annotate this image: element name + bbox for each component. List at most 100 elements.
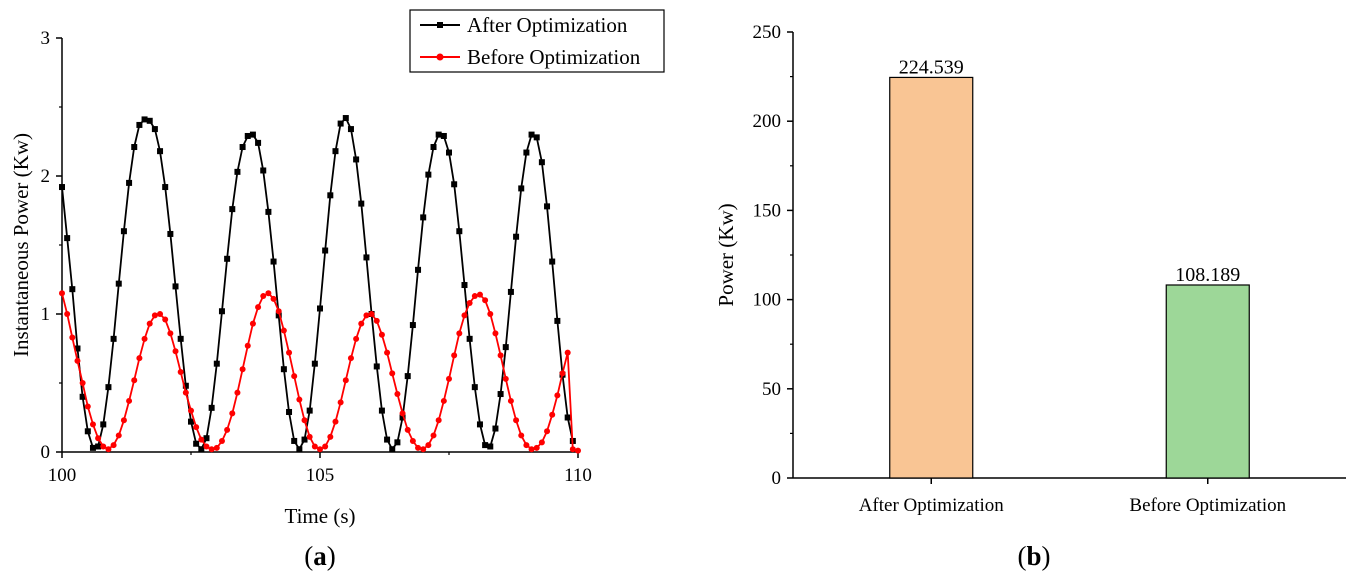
y-axis-ticks: 0 1 2 3 [41,28,62,463]
data-point [208,446,215,453]
data-point [502,344,509,351]
data-point [105,446,112,453]
data-point [373,317,380,324]
data-point [218,437,225,444]
data-point [487,311,494,317]
data-point [482,297,489,304]
data-point [255,304,262,311]
data-point [528,131,535,138]
data-point [487,443,494,450]
data-point [353,156,360,163]
panel-label-a-close: ) [327,541,336,571]
data-point [177,368,184,375]
data-point [59,290,65,297]
data-point [265,290,272,297]
panel-label-a: (a) [304,541,336,571]
data-point [136,121,143,128]
data-point [167,230,174,237]
bar-value-label: 108.189 [1175,264,1240,286]
data-point [188,407,194,414]
data-point [317,305,323,312]
data-point [430,432,437,439]
data-point [157,148,164,155]
data-point [301,417,308,424]
data-point [569,446,576,453]
data-point [157,311,164,317]
data-point [291,373,298,380]
panel-label-b-letter: b [1026,541,1041,571]
data-point [461,282,468,289]
data-point [172,283,179,290]
data-point [513,233,520,240]
data-point [451,352,458,359]
data-point [146,320,153,327]
data-point [533,444,540,451]
data-point [440,397,447,404]
data-point [347,126,354,133]
data-point [492,330,499,337]
data-point [523,442,530,449]
data-point [193,424,200,431]
data-point [311,443,318,450]
data-point [440,132,447,139]
data-point [564,349,571,356]
data-point [291,437,298,444]
data-point [244,132,251,139]
data-point [497,391,504,398]
data-point [523,149,530,156]
data-point [239,144,246,151]
data-point [425,171,432,178]
data-point [456,228,463,235]
data-point [95,443,102,450]
data-point [554,317,561,324]
x-tick-label: 105 [306,465,335,486]
y-axis-ticks: 0 50 100 150 200 250 [753,22,793,489]
data-point [203,443,210,450]
legend-marker-before [436,53,444,61]
data-point [275,308,282,315]
y-tick-label: 1 [41,304,51,325]
data-point [89,421,96,428]
data-point [507,288,514,295]
data-point [89,444,96,451]
data-point [538,439,545,446]
data-point [492,425,499,432]
bar-value-label: 224.539 [899,56,964,78]
data-point [286,349,293,356]
data-point [502,375,509,382]
data-point [224,426,231,433]
series-after [59,115,576,453]
x-tick-label: 100 [48,465,77,486]
data-point [84,403,91,410]
data-point [373,363,380,370]
data-point [188,418,194,425]
data-point [280,366,287,373]
data-point [533,134,540,141]
data-point [141,116,148,123]
data-point [172,348,179,355]
data-point [255,139,262,146]
x-tick-label: 110 [564,465,592,486]
data-point [549,411,556,418]
data-point [322,247,329,254]
y-tick-label: 200 [753,111,782,132]
data-point [549,258,556,265]
data-point [260,167,267,174]
data-point [64,235,71,242]
data-point [466,335,473,342]
data-point [286,408,293,415]
data-point [234,389,241,396]
data-point [368,311,375,317]
data-point [115,432,122,439]
data-point [420,214,427,221]
data-point [193,440,200,447]
data-point [74,345,81,352]
legend-box [409,9,665,73]
data-point [265,208,272,215]
data-point [389,446,396,453]
data-point [131,377,138,384]
data-point [409,322,416,329]
data-point [409,437,416,444]
data-point [451,181,458,188]
data-point [167,330,174,337]
